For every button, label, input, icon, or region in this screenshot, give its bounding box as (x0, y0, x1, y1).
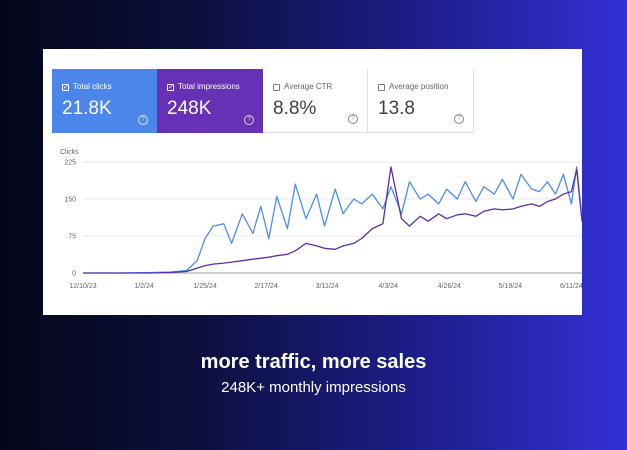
checkbox-checked-icon[interactable]: ✓ (167, 83, 174, 91)
x-tick-label: 4/26/24 (438, 283, 461, 290)
metric-card-header: ✓ Total clicks (62, 82, 147, 92)
checkbox-unchecked-icon[interactable] (273, 83, 280, 91)
clicks-series-line (83, 166, 582, 274)
y-tick-label: 0 (72, 271, 76, 278)
metric-card-header: Average position (378, 82, 463, 92)
metric-card-header: ✓ Total impressions (167, 82, 253, 92)
metric-value: 13.8 (378, 98, 415, 119)
x-tick-label: 12/10/23 (69, 283, 96, 290)
metric-card-header: Average CTR (273, 82, 357, 92)
caption-subline: 248K+ monthly impressions (221, 379, 406, 396)
metric-value: 8.8% (273, 98, 317, 119)
help-icon[interactable]: ? (454, 114, 464, 124)
x-tick-label: 5/19/24 (499, 283, 522, 290)
metric-card-average-ctr[interactable]: Average CTR 8.8% ? (263, 69, 368, 133)
y-tick-label: 150 (64, 197, 76, 204)
x-tick-label: 1/2/24 (134, 283, 154, 290)
y-tick-label: 225 (64, 160, 76, 167)
x-tick-label: 4/3/24 (379, 283, 399, 290)
y-tick-label: 75 (68, 234, 76, 241)
x-tick-label: 3/11/24 (316, 283, 339, 290)
metric-value: 248K (167, 98, 212, 119)
help-icon[interactable]: ? (348, 114, 358, 124)
x-tick-label: 1/25/24 (193, 283, 216, 290)
search-performance-panel: ✓ Total clicks 21.8K ? ✓ Total impressio… (43, 49, 582, 315)
help-icon[interactable]: ? (138, 115, 148, 125)
caption-headline: more traffic, more sales (200, 351, 427, 373)
metric-label: Total impressions (178, 82, 240, 91)
metric-card-average-position[interactable]: Average position 13.8 ? (368, 69, 474, 133)
y-axis-label: Clicks (60, 149, 79, 156)
help-icon[interactable]: ? (244, 115, 254, 125)
checkbox-unchecked-icon[interactable] (378, 83, 385, 91)
metric-value: 21.8K (62, 98, 112, 119)
metric-label: Average CTR (284, 82, 333, 91)
x-tick-label: 2/17/24 (254, 283, 277, 290)
metric-card-total-impressions[interactable]: ✓ Total impressions 248K ? (157, 69, 263, 133)
metric-card-total-clicks[interactable]: ✓ Total clicks 21.8K ? (52, 69, 157, 133)
checkbox-checked-icon[interactable]: ✓ (62, 83, 69, 91)
clicks-impressions-line-chart: Clicks 0 75 150 225 12/10/23 1/2/24 1/25/24 2/17… (60, 149, 582, 290)
metric-label: Total clicks (73, 82, 112, 91)
x-tick-label: 6/11/24 (560, 283, 582, 290)
impressions-series-line (83, 166, 582, 274)
metric-label: Average position (389, 82, 449, 91)
